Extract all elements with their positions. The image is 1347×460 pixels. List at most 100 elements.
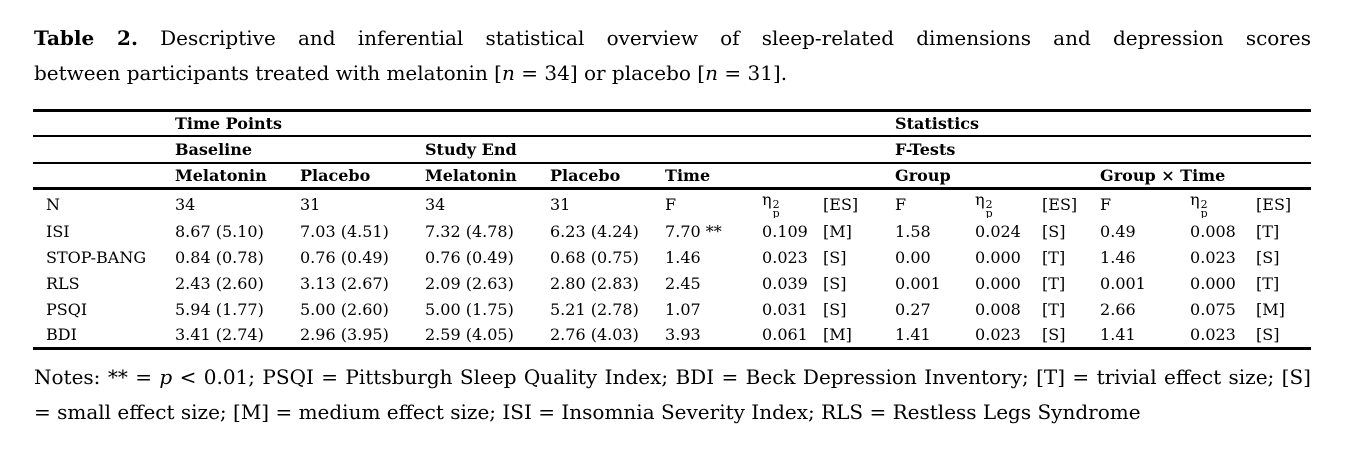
caption-n-italic-1: n <box>502 61 515 85</box>
table-cell: 7.03 (4.51) <box>300 221 389 241</box>
table-cell: 5.00 (2.60) <box>300 299 389 319</box>
table-cell: 2.80 (2.83) <box>550 273 639 293</box>
header-baseline: Baseline <box>175 139 253 159</box>
table-cell: [S] <box>1256 324 1280 344</box>
row-label: RLS <box>46 273 80 293</box>
notes-seg-post: < 0.01; PSQI = Pittsburgh Sleep Quality … <box>172 365 1311 389</box>
row-label: N <box>46 194 60 214</box>
header-group-effect: Group <box>895 165 951 185</box>
table-cell: 2.96 (3.95) <box>300 324 389 344</box>
table-cell: [S] <box>823 247 847 267</box>
table-cell: 0.008 <box>1190 221 1236 241</box>
table-cell: [ES] <box>1256 194 1292 214</box>
table-cell: 0.008 <box>975 299 1021 319</box>
table-cell: 5.94 (1.77) <box>175 299 264 319</box>
header-baseline-melatonin: Melatonin <box>175 165 267 185</box>
table-cell: 5.00 (1.75) <box>425 299 514 319</box>
header-study-end: Study End <box>425 139 517 159</box>
table-caption-label: Table 2. <box>34 26 138 50</box>
table-cell: [T] <box>1256 221 1280 241</box>
table-row: ISI 8.67 (5.10) 7.03 (4.51) 7.32 (4.78) 6.23… <box>33 218 1311 244</box>
caption-seg-mid: = 34] or placebo [ <box>514 61 706 85</box>
table-cell: 0.49 <box>1100 221 1136 241</box>
table-cell: 2.09 (2.63) <box>425 273 514 293</box>
notes-seg-pre: Notes: ** = <box>34 365 160 389</box>
table-row: PSQI 5.94 (1.77) 5.00 (2.60) 5.00 (1.75) 5.2… <box>33 296 1311 322</box>
table-row: STOP-BANG 0.84 (0.78) 0.76 (0.49) 0.76 (0.4… <box>33 244 1311 270</box>
table-cell: 3.41 (2.74) <box>175 324 264 344</box>
table-cell: [T] <box>1256 273 1280 293</box>
table-cell: 3.13 (2.67) <box>300 273 389 293</box>
table-cell: 34 <box>425 194 446 214</box>
header-studyend-melatonin: Melatonin <box>425 165 517 185</box>
header-f-tests: F-Tests <box>895 139 956 159</box>
header-empty-cell <box>665 111 895 136</box>
table-cell: 2.66 <box>1100 299 1136 319</box>
table-cell: 7.32 (4.78) <box>425 221 514 241</box>
caption-seg-pre: between participants treated with melato… <box>34 61 502 85</box>
table-cell: 0.000 <box>975 273 1021 293</box>
table-cell: 0.000 <box>1190 273 1236 293</box>
table-cell: 0.001 <box>895 273 941 293</box>
caption-seg-post: = 31]. <box>718 61 788 85</box>
table-cell: [M] <box>823 324 852 344</box>
table-cell: 2.59 (4.05) <box>425 324 514 344</box>
table-cell: [T] <box>1042 247 1066 267</box>
table-caption: Table 2. Descriptive and inferential sta… <box>34 21 1311 91</box>
table-cell: 1.46 <box>1100 247 1136 267</box>
table-cell: 2.76 (4.03) <box>550 324 639 344</box>
table-cell: 0.68 (0.75) <box>550 247 639 267</box>
table-cell: F <box>665 194 677 214</box>
table-cell: F <box>1100 194 1112 214</box>
table-cell: 0.000 <box>975 247 1021 267</box>
table-notes: Notes: ** = p < 0.01; PSQI = Pittsburgh … <box>34 360 1311 430</box>
table-cell: 0.039 <box>762 273 808 293</box>
table-cell: [M] <box>1256 299 1285 319</box>
table-cell: 0.00 <box>895 247 931 267</box>
table-cell: 2.45 <box>665 273 701 293</box>
table-row: BDI 3.41 (2.74) 2.96 (3.95) 2.59 (4.05) 2.76… <box>33 322 1311 348</box>
header-studyend-placebo: Placebo <box>550 165 621 185</box>
table-cell: 0.76 (0.49) <box>300 247 389 267</box>
table-cell: 1.41 <box>1100 324 1136 344</box>
table-cell: 34 <box>175 194 196 214</box>
table-cell: F <box>895 194 907 214</box>
table-cell: 1.46 <box>665 247 701 267</box>
table-caption-line2: between participants treated with melato… <box>34 56 1311 91</box>
table-cell: 31 <box>300 194 321 214</box>
table-header: Time Points Statistics Baseline Study En… <box>33 111 1312 189</box>
table-cell: 0.84 (0.78) <box>175 247 264 267</box>
row-label: STOP-BANG <box>46 247 147 267</box>
table-cell: 6.23 (4.24) <box>550 221 639 241</box>
header-row-spanner-1: Time Points Statistics <box>33 111 1312 136</box>
row-label: PSQI <box>46 299 88 319</box>
table-cell: 31 <box>550 194 571 214</box>
table-cell: 0.023 <box>762 247 808 267</box>
header-empty-cell <box>665 136 895 163</box>
table-cell: 0.023 <box>975 324 1021 344</box>
table-row: RLS 2.43 (2.60) 3.13 (2.67) 2.09 (2.63) 2.80… <box>33 270 1311 296</box>
table-cell: 0.023 <box>1190 324 1236 344</box>
header-statistics: Statistics <box>895 113 980 133</box>
row-label: BDI <box>46 324 77 344</box>
table-cell: 0.001 <box>1100 273 1146 293</box>
table-cell: [T] <box>1042 273 1066 293</box>
header-time-effect: Time <box>665 165 711 185</box>
table-cell: 5.21 (2.78) <box>550 299 639 319</box>
table-cell: 0.031 <box>762 299 808 319</box>
table-cell: 0.109 <box>762 221 808 241</box>
header-row-groups: Melatonin Placebo Melatonin Placebo Time… <box>33 163 1312 189</box>
table-cell: 1.41 <box>895 324 931 344</box>
table-cell: [T] <box>1042 299 1066 319</box>
table-cell: [M] <box>823 221 852 241</box>
header-empty-cell <box>33 136 175 163</box>
table-cell: 0.075 <box>1190 299 1236 319</box>
notes-line2: = small effect size; [M] = medium effect… <box>34 400 1141 424</box>
